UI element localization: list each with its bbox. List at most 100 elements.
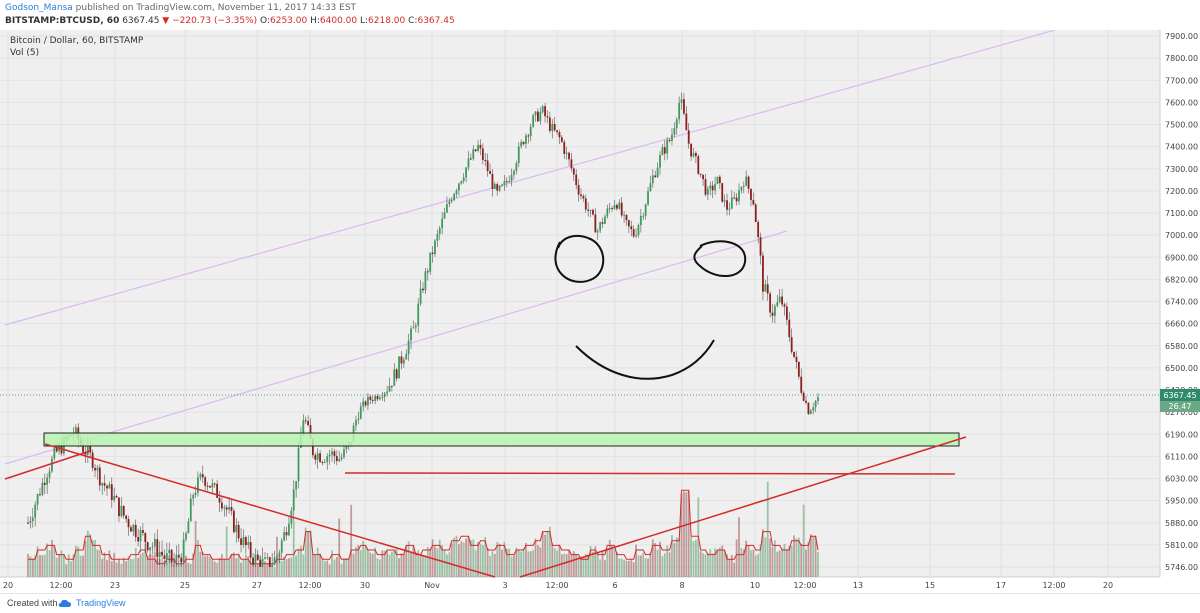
horizontal-support-line[interactable] [344,472,956,475]
volume-bar [587,554,590,577]
tradingview-link[interactable]: TradingView [76,598,126,608]
volume-bar [508,548,511,577]
x-tick-label: 12:00 [545,581,568,590]
open-label: O: [260,16,270,26]
candle-body [742,185,745,187]
time-axis[interactable] [0,577,1160,593]
price-chart[interactable]: Bitcoin / Dollar, 60, BITSTAMP Vol (5) 7… [0,30,1200,593]
volume-bar [206,555,209,577]
candle-body [288,523,290,536]
volume-bar [371,553,374,577]
volume-bar [692,541,695,577]
candle-body [623,214,625,216]
volume-bar [304,527,307,577]
volume-bar [455,535,458,577]
candle-body [647,191,649,205]
candle-body [244,537,247,546]
volume-bar [726,554,728,577]
last-price-label: 6367.45 [1163,391,1196,400]
symbol[interactable]: BITSTAMP:BTCUSD, 60 [5,16,120,26]
volume-bar [635,544,637,577]
volume-bar [750,550,752,577]
candle-body [34,504,37,518]
volume-bar [405,546,408,577]
candle-body [216,483,219,498]
close-value: 6367.45 [417,16,455,26]
candle-body [745,176,748,186]
volume-bar [807,542,810,577]
x-tick-label: 3 [502,581,507,590]
volume-bar [390,551,393,577]
trendline-descending[interactable] [44,443,496,578]
volume-bar [544,534,546,577]
volume-bar [683,491,685,577]
volume-bar [742,549,745,577]
candle-body [194,492,197,496]
candle-body [762,255,764,292]
candle-body [297,447,300,482]
volume-bar [659,541,661,577]
volume-bar [618,558,621,577]
candle-body [177,554,180,558]
volume-bar [460,541,463,577]
candle-body [537,111,539,122]
candle-body [103,483,106,486]
channel-upper-line[interactable] [4,30,1056,326]
candle-body [525,135,527,145]
candle-body [249,542,252,558]
candle-body [340,457,343,460]
candle-body [666,139,669,154]
candle-body [668,139,671,141]
volume-bar [146,555,149,577]
volume-bar [58,554,61,577]
plot-area[interactable] [0,30,1160,577]
support-zone[interactable] [43,432,960,447]
volume-bar [718,547,721,577]
symbol-line: BITSTAMP:BTCUSD, 60 6367.45 ▼ −220.73 (−… [5,16,455,26]
price-axis[interactable] [1160,30,1200,593]
author-link[interactable]: Godson_Mansa [5,3,73,13]
candle-body [221,502,223,509]
candle-body [206,485,209,487]
volume-bar [151,554,154,577]
volume-bar [673,543,676,577]
candle-body [225,507,228,510]
price-ticks: 7900.00 7800.00 7700.00 7600.00 7500.00 7400.… [1165,32,1198,572]
volume-bar [443,550,446,577]
volume-bar [194,520,197,577]
candle-body [173,560,175,563]
volume-bar [170,560,173,577]
candle-body [671,134,673,141]
candle-body [477,144,479,151]
volume-bar [225,526,228,577]
trendline-left-rise[interactable] [4,450,91,480]
candle-body [276,556,278,558]
candle-body [280,540,283,553]
channel-lower-line[interactable] [4,230,788,465]
candle-body [283,532,286,541]
volume-bar [393,549,396,577]
candle-body [558,132,561,138]
x-tick-label: 17 [996,581,1006,590]
x-tick-label: 6 [612,581,617,590]
volume-bar [273,567,276,577]
volume-bar [34,555,37,577]
candle-body [575,174,578,186]
volume-bar [108,550,111,577]
candle-body [474,149,477,151]
x-tick-label: 12:00 [298,581,321,590]
volume-bar [249,563,252,577]
volume-bar [522,548,525,577]
trendline-ascending[interactable] [519,436,967,578]
candle-body [807,402,810,414]
candle-body [738,190,740,202]
candle-body [747,176,750,189]
candle-body [134,524,137,538]
candle-body [292,489,295,511]
volume-bar [261,561,264,577]
candle-body [553,124,556,131]
volume-bar [72,554,75,577]
candle-body [204,477,207,486]
volume-bar [60,550,63,577]
volume-bar [340,563,343,577]
